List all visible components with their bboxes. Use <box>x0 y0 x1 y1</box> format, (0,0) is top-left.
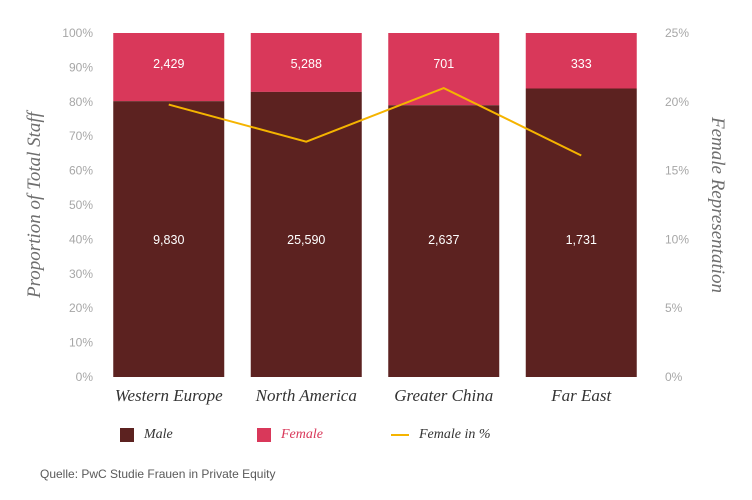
y-left-tick-label: 0% <box>76 370 94 384</box>
bar-label-female: 2,429 <box>153 57 184 71</box>
legend-item-male: Male <box>120 424 173 446</box>
y-left-tick-label: 30% <box>69 267 93 281</box>
legend: Male Female Female in % <box>120 424 560 446</box>
x-category-label: Greater China <box>394 386 493 405</box>
legend-swatch-male <box>120 428 134 442</box>
y-right-tick-label: 25% <box>665 26 689 40</box>
bar-female <box>388 33 500 106</box>
bar-label-male: 1,731 <box>566 233 597 247</box>
y-right-tick-label: 0% <box>665 370 683 384</box>
legend-item-female-percent: Female in % <box>391 424 491 446</box>
legend-label-female-percent: Female in % <box>419 427 491 442</box>
y-left-tick-label: 50% <box>69 198 93 212</box>
x-category-label: Western Europe <box>115 386 223 405</box>
y-left-tick-label: 90% <box>69 60 93 74</box>
legend-line-female-percent <box>391 434 409 436</box>
bar-label-male: 2,637 <box>428 233 459 247</box>
legend-item-female: Female <box>257 424 323 446</box>
bar-male <box>250 91 362 377</box>
y-right-tick-label: 5% <box>665 301 683 315</box>
female-percent-line <box>168 86 582 157</box>
bar-label-female: 5,288 <box>291 57 322 71</box>
y-left-tick-label: 20% <box>69 301 93 315</box>
bar-label-male: 9,830 <box>153 233 184 247</box>
bar-female <box>113 33 225 102</box>
chart: 0% 10% 20% 30% 40% 50% 60% 70% 80% 90% 100% 0% 5% 10%… <box>24 26 728 405</box>
y-left-axis-title: Proportion of Total Staff <box>24 109 45 299</box>
source-note: Quelle: PwC Studie Frauen in Private Equ… <box>40 467 276 481</box>
y-left-tick-label: 80% <box>69 95 93 109</box>
y-left-tick-label: 60% <box>69 164 93 178</box>
x-category-label: North America <box>255 386 357 405</box>
legend-label-male: Male <box>144 427 173 442</box>
bar-female <box>250 33 362 92</box>
bar-label-male: 25,590 <box>287 233 325 247</box>
bar-male <box>388 105 500 377</box>
bar-female <box>525 33 637 89</box>
y-left-tick-label: 70% <box>69 129 93 143</box>
bar-label-female: 333 <box>571 57 592 71</box>
y-left-tick-label: 10% <box>69 336 93 350</box>
bar-male <box>113 101 225 377</box>
y-left-tick-label: 100% <box>62 26 93 40</box>
y-right-axis-title: Female Representation <box>707 116 728 293</box>
y-right-tick-label: 20% <box>665 95 689 109</box>
bar-label-female: 701 <box>433 57 454 71</box>
y-right-tick-label: 15% <box>665 164 689 178</box>
x-category-label: Far East <box>550 386 612 405</box>
legend-label-female: Female <box>281 427 323 442</box>
legend-swatch-female <box>257 428 271 442</box>
y-right-tick-label: 10% <box>665 232 689 246</box>
y-left-tick-label: 40% <box>69 232 93 246</box>
